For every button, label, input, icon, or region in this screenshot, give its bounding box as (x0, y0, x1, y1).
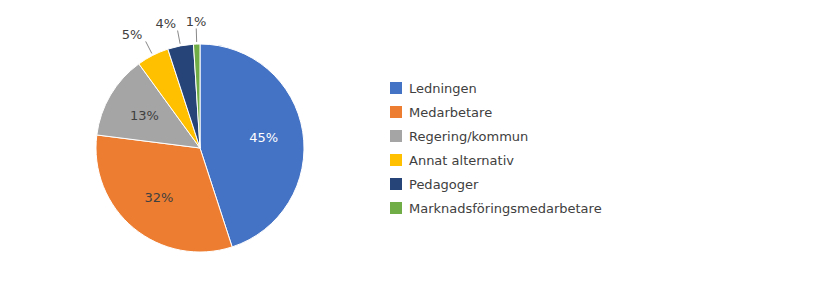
leader-line (146, 41, 152, 53)
data-label: 5% (122, 27, 143, 42)
data-label: 1% (186, 14, 207, 29)
legend-swatch (390, 202, 402, 214)
legend-label: Regering/kommun (409, 129, 528, 144)
data-label: 4% (156, 16, 177, 31)
pie-slice (193, 44, 200, 148)
data-label: 13% (130, 108, 159, 123)
legend-label: Annat alternativ (409, 153, 514, 168)
chart: 45% 32% 13% 5% 4% 1% Ledningen Medarbetare Reger… (0, 0, 836, 283)
legend-swatch (390, 106, 402, 118)
leader-line (196, 28, 197, 42)
legend-label: Medarbetare (409, 105, 492, 120)
legend-label: Marknadsföringsmedarbetare (409, 201, 602, 216)
legend: Ledningen Medarbetare Regering/kommun Annat… (390, 81, 602, 216)
legend-label: Pedagoger (409, 177, 479, 192)
data-label: 32% (144, 190, 173, 205)
leader-line (178, 31, 181, 44)
legend-swatch (390, 130, 402, 142)
slices (96, 44, 304, 252)
legend-swatch (390, 154, 402, 166)
data-label: 45% (249, 130, 278, 145)
data-labels: 45% 32% 13% 5% 4% 1% (122, 14, 278, 206)
pie-slice (96, 135, 232, 252)
legend-swatch (390, 178, 402, 190)
pie-slice (168, 44, 200, 148)
legend-label: Ledningen (409, 81, 477, 96)
legend-swatch (390, 82, 402, 94)
